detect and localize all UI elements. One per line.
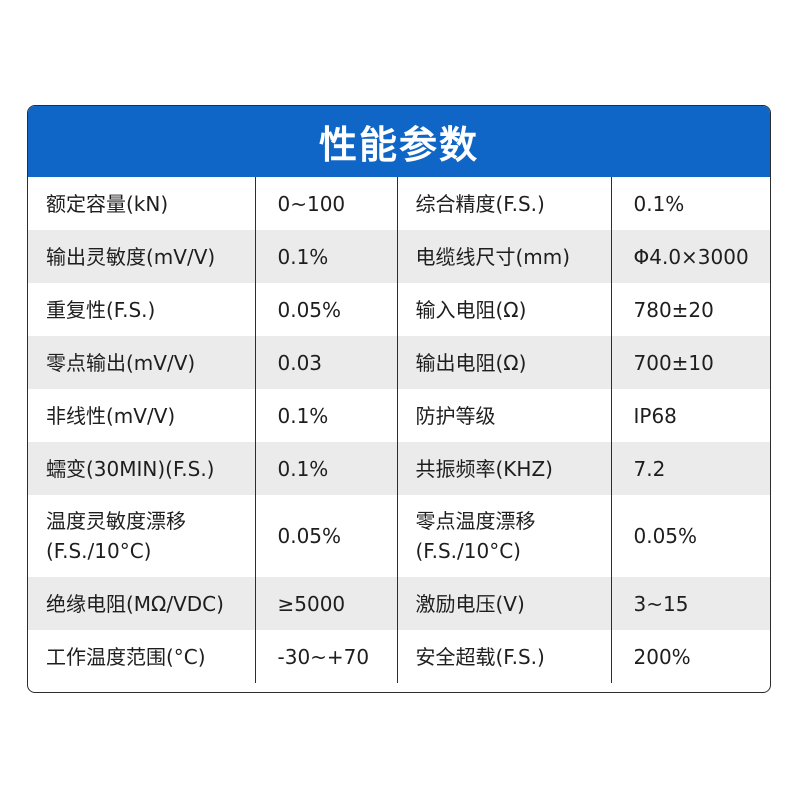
- spec-label: 输入电阻(Ω): [396, 283, 611, 336]
- spec-label: 非线性(mV/V): [46, 403, 176, 428]
- table-row: 额定容量(kN) 0~100 综合精度(F.S.) 0.1%: [28, 177, 770, 230]
- spec-value: 3~15: [610, 577, 770, 630]
- spec-label: 输出电阻(Ω): [396, 336, 611, 389]
- spec-value: 0.05%: [254, 283, 397, 336]
- spec-table: 额定容量(kN) 0~100 综合精度(F.S.) 0.1% 输出灵敏度(mV/…: [28, 177, 770, 683]
- spec-label: 输出灵敏度(mV/V): [28, 230, 255, 283]
- spec-value: 780±20: [610, 283, 770, 336]
- table-row: 非线性(mV/V) 0.1% 防护等级 IP68: [28, 389, 770, 442]
- spec-label: 额定容量(kN): [46, 191, 169, 216]
- spec-value: 0.1%: [254, 389, 397, 442]
- spec-label: 激励电压(V): [396, 577, 611, 630]
- table-row: 输出灵敏度(mV/V) 0.1% 电缆线尺寸(mm) Φ4.0×3000: [28, 230, 770, 283]
- spec-label: 零点输出(mV/V): [28, 336, 255, 389]
- spec-value: 0.1%: [610, 177, 770, 230]
- spec-card: 性能参数 额定容量(kN) 0~100 综合精度(F.S.) 0.1% 输出灵敏…: [27, 105, 771, 693]
- spec-label-line: (F.S./10°C): [46, 539, 152, 563]
- spec-value: IP68: [610, 389, 770, 442]
- spec-value: 700±10: [610, 336, 770, 389]
- spec-value: -30~+70: [254, 630, 397, 683]
- spec-label: 工作温度范围(°C): [46, 644, 206, 669]
- table-row: 蠕变(30MIN)(F.S.) 0.1% 共振频率(KHZ) 7.2: [28, 442, 770, 495]
- spec-label: 零点温度漂移 (F.S./10°C): [396, 495, 611, 577]
- spec-value: 0.05%: [610, 495, 770, 577]
- spec-label-line: 零点温度漂移: [415, 509, 536, 533]
- spec-label-line: (F.S./10°C): [415, 539, 521, 563]
- spec-header: 性能参数: [28, 106, 770, 177]
- spec-value: 200%: [610, 630, 770, 683]
- spec-label: 安全超载(F.S.): [396, 630, 611, 683]
- spec-value: 0~100: [254, 177, 397, 230]
- spec-value: 0.05%: [254, 495, 397, 577]
- spec-label: 电缆线尺寸(mm): [396, 230, 611, 283]
- table-row: 绝缘电阻(MΩ/VDC) ≥5000 激励电压(V) 3~15: [28, 577, 770, 630]
- spec-value: Φ4.0×3000: [610, 230, 770, 283]
- spec-value: 0.03: [254, 336, 397, 389]
- spec-value: 7.2: [610, 442, 770, 495]
- table-row: 温度灵敏度漂移 (F.S./10°C) 0.05% 零点温度漂移 (F.S./1…: [28, 495, 770, 577]
- spec-label: 综合精度(F.S.): [396, 177, 611, 230]
- spec-value: 0.1%: [254, 230, 397, 283]
- page-title: 性能参数: [318, 123, 479, 167]
- spec-label: 绝缘电阻(MΩ/VDC): [28, 577, 255, 630]
- spec-label: 蠕变(30MIN)(F.S.): [28, 442, 255, 495]
- spec-label: 防护等级: [396, 389, 611, 442]
- table-row: 零点输出(mV/V) 0.03 输出电阻(Ω) 700±10: [28, 336, 770, 389]
- table-row: 重复性(F.S.) 0.05% 输入电阻(Ω) 780±20: [28, 283, 770, 336]
- table-row: 工作温度范围(°C) -30~+70 安全超载(F.S.) 200%: [28, 630, 770, 683]
- spec-label: 重复性(F.S.): [46, 297, 156, 322]
- spec-label: 温度灵敏度漂移 (F.S./10°C): [28, 495, 255, 577]
- spec-label: 共振频率(KHZ): [396, 442, 611, 495]
- spec-value: ≥5000: [254, 577, 397, 630]
- spec-label-line: 温度灵敏度漂移: [46, 509, 186, 533]
- spec-value: 0.1%: [254, 442, 397, 495]
